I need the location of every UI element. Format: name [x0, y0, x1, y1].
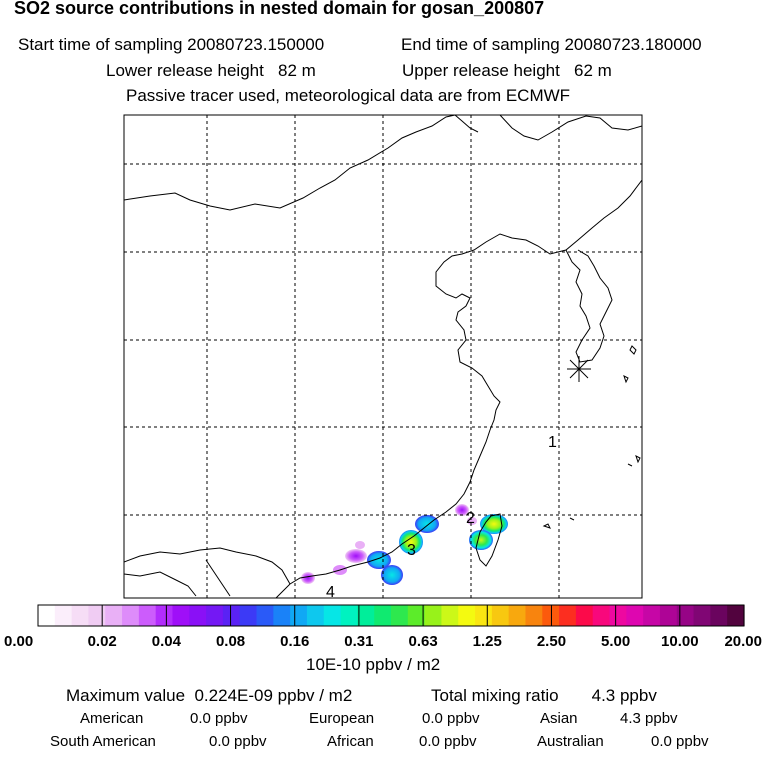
coastlines [124, 115, 642, 598]
plume-pink [355, 541, 365, 549]
colorbar-cell [172, 605, 190, 626]
korea-coast [565, 249, 613, 363]
south-american-label: South American [50, 733, 156, 750]
colorbar-tick-label: 0.02 [88, 633, 117, 650]
colorbar-cell [609, 605, 627, 626]
colorbar-cell [105, 605, 123, 626]
plume-faint [467, 517, 477, 525]
colorbar-tick-label: 0.63 [408, 633, 437, 650]
asian-label: Asian [540, 710, 578, 727]
colorbar-cell [374, 605, 392, 626]
colorbar-cell [239, 605, 258, 626]
plume-purple-far-west [301, 572, 315, 584]
mongolia-border [124, 115, 456, 211]
colorbar-cell [290, 605, 308, 626]
colorbar-tick-label: 0.16 [280, 633, 309, 650]
south-american-value: 0.0 ppbv [209, 733, 267, 750]
colorbar-cell [273, 605, 291, 626]
colorbar-tick-label: 1.25 [473, 633, 502, 650]
colorbar-cell [323, 605, 342, 626]
colorbar-cell [122, 605, 140, 626]
colorbar-cell [306, 605, 325, 626]
colorbar-tick-label: 20.00 [724, 633, 762, 650]
colorbar-tick-label: 0.31 [344, 633, 373, 650]
colorbar-cell [256, 605, 274, 626]
start-time: Start time of sampling 20080723.150000 [18, 35, 325, 54]
african-label: African [327, 733, 374, 750]
colorbar-tick-label: 0.04 [152, 633, 182, 650]
maximum-value: Maximum value 0.224E-09 ppbv / m2 [66, 686, 353, 705]
colorbar-tick-label: 5.00 [601, 633, 630, 650]
map-label-4: 4 [326, 584, 335, 601]
colorbar-cell [54, 605, 73, 626]
lower-release-height: Lower release height 82 m [106, 61, 316, 80]
upper-release-height: Upper release height 62 m [402, 61, 612, 80]
map-frame [123, 114, 643, 599]
colorbar-cell [626, 605, 644, 626]
plume-east-china-sea-north [415, 515, 439, 533]
colorbar-cell [88, 605, 106, 626]
colorbar-cell [189, 605, 207, 626]
plume-small-purple [455, 504, 469, 516]
colorbar-cell [710, 605, 728, 626]
colorbar-cell [508, 605, 527, 626]
colorbar-cell [391, 605, 409, 626]
colorbar-cell [475, 605, 493, 626]
page-title: SO2 source contributions in nested domai… [14, 0, 545, 18]
tracer-note: Passive tracer used, meteorological data… [126, 86, 571, 105]
colorbar-cell [206, 605, 224, 626]
colorbar-tick-label: 0.08 [216, 633, 245, 650]
european-label: European [309, 710, 375, 727]
map-label-3: 3 [407, 542, 416, 559]
colorbar-cell [458, 605, 476, 626]
colorbar-cell [643, 605, 661, 626]
colorbar-cell [575, 605, 594, 626]
total-mixing-ratio: Total mixing ratio 4.3 ppbv [431, 686, 657, 705]
plume-taiwan-south [469, 530, 493, 550]
china-coast [275, 179, 642, 598]
colorbar-cell [693, 605, 711, 626]
colorbar-cell [727, 605, 745, 626]
asian-value: 4.3 ppbv [620, 710, 678, 727]
american-label: American [80, 710, 144, 727]
european-value: 0.0 ppbv [422, 710, 480, 727]
end-time: End time of sampling 20080723.180000 [401, 35, 702, 54]
colorbar: 0.00 0.02 0.04 0.08 0.16 0.31 0.63 1.25 2.50 5.00… [4, 604, 762, 650]
graticule [124, 115, 642, 598]
colorbar-cell [138, 605, 157, 626]
colorbar-cell [357, 605, 375, 626]
australian-value: 0.0 ppbv [651, 733, 709, 750]
plume-fujian [399, 530, 423, 554]
colorbar-cell [559, 605, 577, 626]
colorbar-cell [659, 605, 678, 626]
colorbar-cell [676, 605, 695, 626]
map-label-2: 2 [466, 510, 475, 527]
american-value: 0.0 ppbv [190, 710, 248, 727]
african-value: 0.0 ppbv [419, 733, 477, 750]
plume-purple-west [345, 549, 367, 563]
map-label-1: 1 [548, 434, 557, 451]
colorbar-cell [525, 605, 543, 626]
plume-guangdong-south [381, 565, 403, 585]
australian-label: Australian [537, 733, 604, 750]
station-star-icon [567, 356, 591, 382]
taiwan-coast [475, 513, 503, 567]
colorbar-cell [155, 605, 174, 626]
colorbar-cell [407, 605, 426, 626]
colorbar-cell [592, 605, 611, 626]
colorbar-cell [491, 605, 510, 626]
colorbar-tick-label: 0.00 [4, 633, 33, 650]
colorbar-cell [222, 605, 241, 626]
colorbar-cell [71, 605, 90, 626]
colorbar-unit: 10E-10 ppbv / m2 [306, 655, 441, 674]
colorbar-cell [441, 605, 459, 626]
colorbar-cell [38, 605, 56, 626]
colorbar-tick-label: 2.50 [537, 633, 566, 650]
colorbar-tick-label: 10.00 [661, 633, 699, 650]
colorbar-cell [340, 605, 358, 626]
colorbar-cell [424, 605, 443, 626]
